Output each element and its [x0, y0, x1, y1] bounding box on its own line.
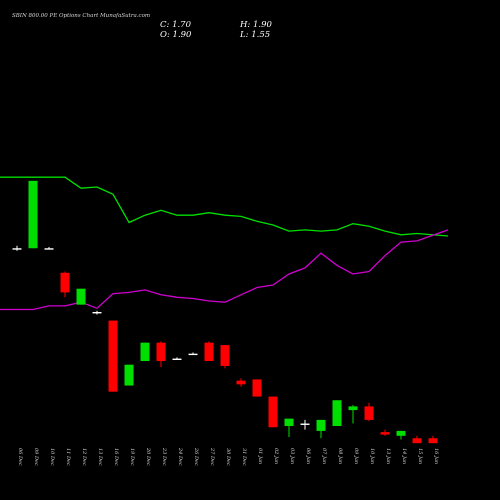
- candle: [156, 341, 166, 368]
- candle-body: [300, 423, 310, 425]
- candle-body: [380, 432, 390, 435]
- candle-body: [348, 406, 358, 411]
- candle: [348, 405, 358, 424]
- candle-body: [204, 342, 214, 362]
- candle-body: [28, 180, 38, 249]
- candle: [204, 341, 214, 362]
- x-tick-label: 10 Dec: [49, 448, 55, 466]
- x-tick-label: 11 Dec: [65, 448, 71, 466]
- candle: [236, 378, 246, 387]
- candle-body: [60, 272, 70, 293]
- candle-body: [12, 248, 22, 250]
- candle: [28, 180, 38, 249]
- x-tick-label: 31 Dec: [241, 448, 247, 466]
- x-tick-label: 09 Jan: [353, 448, 359, 464]
- candle-body: [236, 380, 246, 385]
- x-tick-label: 27 Dec: [209, 447, 215, 466]
- candle: [396, 430, 406, 440]
- candles: [12, 180, 438, 444]
- candle-body: [252, 379, 262, 397]
- x-tick-label: 07 Jan: [321, 448, 327, 464]
- open-value: O: 1.90: [160, 30, 192, 40]
- x-tick-label: 02 Jan: [273, 448, 279, 464]
- candle-body: [76, 288, 86, 305]
- x-tick-label: 24 Dec: [177, 447, 183, 466]
- candle-body: [428, 438, 438, 444]
- candle-body: [188, 353, 198, 356]
- candle-body: [284, 418, 294, 426]
- candle: [284, 418, 294, 438]
- candle-body: [108, 320, 118, 392]
- low-value: L: 1.55: [239, 30, 270, 40]
- candle: [332, 400, 342, 426]
- x-axis-ticks: 06 Dec 09 Dec 10 Dec 11 Dec 12 Dec 13 Dec 16 D…: [17, 447, 439, 466]
- candle-body: [332, 400, 342, 426]
- candle: [12, 245, 22, 251]
- x-tick-label: 03 Jan: [289, 448, 295, 464]
- candle: [188, 352, 198, 356]
- x-tick-label: 08 Jan: [337, 448, 343, 464]
- candle: [76, 288, 86, 305]
- x-tick-label: 20 Dec: [145, 447, 151, 466]
- x-tick-label: 09 Dec: [33, 448, 39, 466]
- candle: [108, 320, 118, 392]
- candle-body: [396, 430, 406, 436]
- indicator-lines: [0, 176, 449, 311]
- candle: [220, 345, 230, 369]
- candle-body: [268, 396, 278, 428]
- candle: [124, 364, 134, 386]
- x-tick-label: 13 Dec: [97, 448, 103, 466]
- candle-body: [44, 248, 54, 250]
- close-value: C: 1.70: [160, 20, 192, 30]
- x-tick-label: 10 Jan: [369, 448, 375, 464]
- x-tick-label: 06 Jan: [305, 448, 311, 464]
- candle-body: [156, 342, 166, 362]
- x-tick-label: 16 Dec: [113, 448, 119, 466]
- candle: [428, 435, 438, 444]
- x-tick-label: 30 Dec: [225, 448, 231, 466]
- x-tick-label: 13 Jan: [385, 448, 391, 464]
- indicator-line-1: [0, 176, 449, 237]
- candle-body: [92, 312, 102, 314]
- candle: [380, 429, 390, 436]
- candle-body: [140, 342, 150, 362]
- candle: [412, 435, 422, 444]
- high-value: H: 1.90: [239, 20, 272, 30]
- x-tick-label: 26 Dec: [193, 447, 199, 466]
- candle-body: [172, 358, 182, 360]
- candle: [44, 247, 54, 250]
- candle-body: [220, 345, 230, 366]
- candle: [92, 310, 102, 315]
- x-tick-label: 23 Dec: [161, 447, 167, 466]
- x-tick-label: 12 Dec: [81, 448, 87, 466]
- candle-body: [364, 406, 374, 420]
- candle: [140, 342, 150, 362]
- candle: [268, 396, 278, 428]
- candle: [172, 357, 182, 360]
- x-tick-label: 16 Jan: [433, 448, 439, 464]
- x-tick-label: 19 Dec: [129, 448, 135, 466]
- indicator-line-2: [0, 229, 449, 311]
- x-tick-label: 01 Jan: [257, 448, 263, 464]
- x-tick-label: 06 Dec: [17, 448, 23, 466]
- candle-body: [412, 438, 422, 444]
- candle: [300, 419, 310, 430]
- chart-title: SBIN 800.00 PE Options Chart MunafaSutra…: [12, 13, 150, 19]
- candle: [60, 271, 70, 298]
- candle: [316, 419, 326, 439]
- candle-body: [124, 364, 134, 386]
- candle-body: [316, 419, 326, 431]
- candle: [252, 379, 262, 397]
- candle: [364, 402, 374, 422]
- x-tick-label: 15 Jan: [417, 448, 423, 464]
- x-tick-label: 14 Jan: [401, 448, 407, 464]
